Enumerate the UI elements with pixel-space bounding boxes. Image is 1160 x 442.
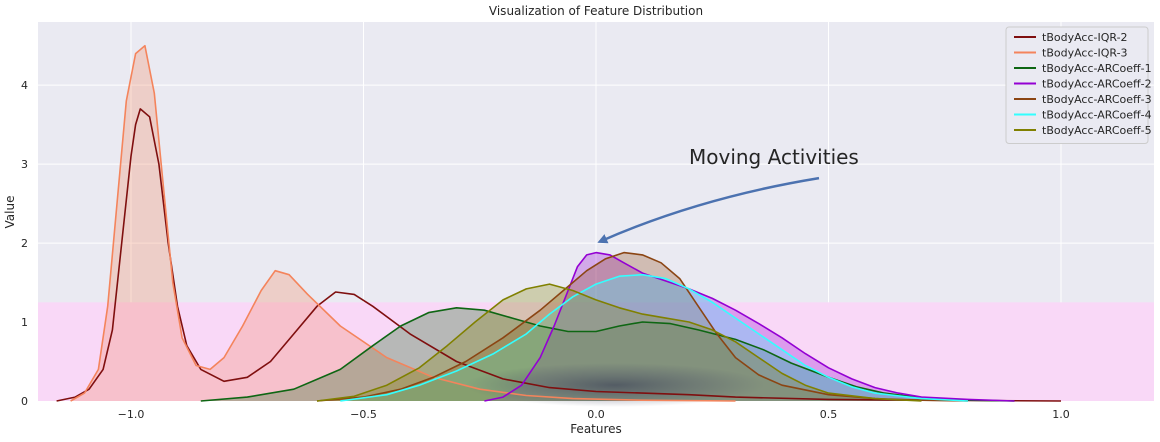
series-line-0 xyxy=(56,108,1062,402)
y-tick-label-0: 0 xyxy=(21,395,28,408)
x-tick-labels: −1.0 −0.5 0.0 0.5 1.0 xyxy=(118,408,1070,421)
series-line-4 xyxy=(316,251,969,402)
x-tick-label-0: −1.0 xyxy=(118,408,145,421)
x-axis-title: Features xyxy=(570,422,622,436)
chart-title: Visualization of Feature Distribution xyxy=(489,4,703,18)
legend-label-0: tBodyAcc-IQR-2 xyxy=(1042,31,1128,44)
series-lines xyxy=(56,44,1062,402)
series-fill-5 xyxy=(340,274,968,401)
y-tick-label-2: 2 xyxy=(21,237,28,250)
y-tick-label-3: 3 xyxy=(21,158,28,171)
legend-label-4: tBodyAcc-ARCoeff-3 xyxy=(1042,93,1152,106)
series-fill-6 xyxy=(317,284,922,401)
series-line-5 xyxy=(340,273,969,402)
legend-label-5: tBodyAcc-ARCoeff-4 xyxy=(1042,109,1152,122)
y-tick-labels: 0 1 2 3 4 xyxy=(21,79,28,408)
series-fill-1 xyxy=(70,45,736,401)
legend-label-6: tBodyAcc-ARCoeff-5 xyxy=(1042,124,1152,137)
x-tick-label-2: 0.0 xyxy=(587,408,605,421)
y-tick-label-1: 1 xyxy=(21,316,28,329)
series-line-6 xyxy=(316,283,922,402)
legend-box xyxy=(1005,26,1149,144)
annotation: Moving Activities xyxy=(597,145,859,244)
legend-label-3: tBodyAcc-ARCoeff-2 xyxy=(1042,78,1152,91)
series-fill-2 xyxy=(200,307,1015,401)
legend-label-1: tBodyAcc-IQR-3 xyxy=(1042,47,1128,60)
x-tick-label-1: −0.5 xyxy=(350,408,377,421)
annotation-arrow xyxy=(597,176,820,244)
series-line-2 xyxy=(200,307,1015,402)
annotation-text: Moving Activities xyxy=(689,145,859,169)
series-line-3 xyxy=(484,251,1015,402)
y-axis-title: Value xyxy=(3,196,17,229)
legend-label-2: tBodyAcc-ARCoeff-1 xyxy=(1042,62,1152,75)
series-line-1 xyxy=(70,44,736,402)
x-tick-label-3: 0.5 xyxy=(820,408,838,421)
legend: tBodyAcc-IQR-2 tBodyAcc-IQR-3 tBodyAcc-ARC… xyxy=(1005,26,1152,144)
x-tick-label-4: 1.0 xyxy=(1052,408,1070,421)
series-fill-4 xyxy=(317,252,968,401)
y-tick-label-4: 4 xyxy=(21,79,28,92)
